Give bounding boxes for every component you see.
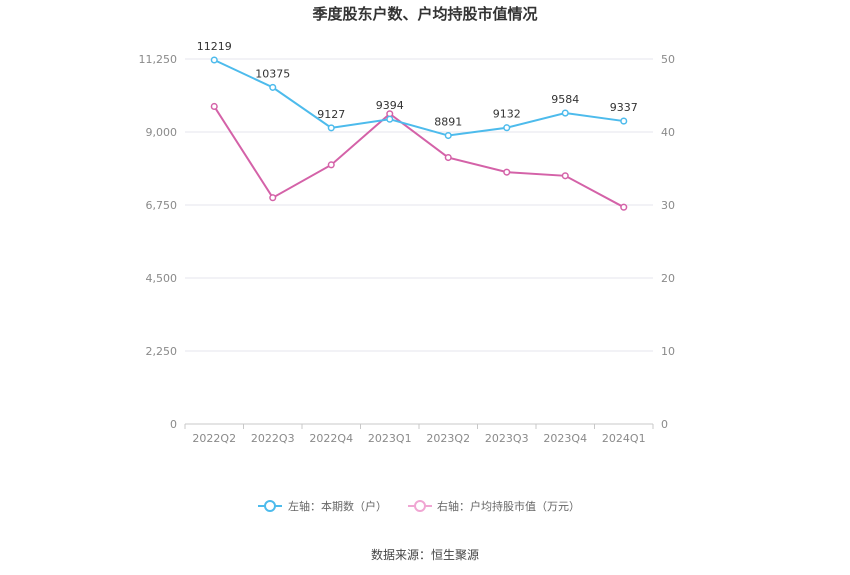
x-tick-label: 2023Q3 [485, 432, 529, 445]
x-tick-label: 2023Q2 [426, 432, 470, 445]
left-axis-ticks: 0 2,250 4,500 6,750 9,000 11,250 [139, 53, 178, 431]
chart-title: 季度股东户数、户均持股市值情况 [312, 5, 537, 23]
left-tick-label: 11,250 [139, 53, 178, 66]
source-note: 数据来源：恒生聚源 [371, 547, 479, 562]
data-point-right[interactable] [503, 168, 511, 176]
right-tick-label: 10 [661, 345, 675, 358]
x-axis-ticks: 2022Q2 2022Q3 2022Q4 2023Q1 2023Q2 2023Q3 2023… [184, 424, 654, 445]
left-tick-label: 4,500 [146, 272, 178, 285]
legend-marker-right-series [414, 500, 426, 512]
left-tick-label: 6,750 [146, 199, 178, 212]
data-point-right[interactable] [210, 102, 218, 110]
data-point-right[interactable] [444, 154, 452, 162]
x-tick-label: 2022Q4 [309, 432, 353, 445]
data-point-left[interactable] [386, 115, 394, 123]
right-tick-label: 40 [661, 126, 675, 139]
data-labels: 11219 10375 9127 9394 8891 9132 9584 9337 [197, 40, 638, 129]
x-tick-label: 2022Q2 [192, 432, 236, 445]
data-label: 9337 [610, 101, 638, 114]
right-tick-label: 0 [661, 418, 668, 431]
right-axis-ticks: 0 10 20 30 40 50 [661, 53, 675, 431]
data-point-left[interactable] [327, 124, 335, 132]
data-point-right[interactable] [327, 161, 335, 169]
legend-label-left-series: 左轴：本期数（户） [288, 499, 387, 513]
legend-item-left-series[interactable]: 左轴：本期数（户） [258, 499, 387, 513]
right-tick-label: 20 [661, 272, 675, 285]
left-tick-label: 0 [170, 418, 177, 431]
data-label: 9132 [493, 108, 521, 121]
series-line-left [213, 59, 624, 137]
data-label: 10375 [255, 67, 290, 80]
data-point-left[interactable] [620, 117, 628, 125]
x-tick-label: 2023Q1 [368, 432, 412, 445]
data-point-left[interactable] [269, 83, 277, 91]
left-tick-label: 2,250 [146, 345, 178, 358]
right-tick-label: 50 [661, 53, 675, 66]
data-label: 11219 [197, 40, 232, 53]
x-tick-label: 2024Q1 [602, 432, 646, 445]
data-point-left[interactable] [503, 124, 511, 132]
data-point-right[interactable] [269, 194, 277, 202]
series-layer [210, 56, 628, 211]
series-line-right [213, 105, 625, 209]
data-point-left[interactable] [210, 56, 218, 64]
legend[interactable]: 左轴：本期数（户） 右轴：户均持股市值（万元） [258, 499, 580, 513]
data-label: 8891 [434, 116, 462, 129]
left-tick-label: 9,000 [146, 126, 178, 139]
data-point-left[interactable] [561, 109, 569, 117]
legend-item-right-series[interactable]: 右轴：户均持股市值（万元） [408, 499, 580, 513]
data-label: 9584 [551, 93, 579, 106]
data-label: 9394 [376, 99, 404, 112]
legend-marker-left-series [264, 500, 276, 512]
data-point-left[interactable] [444, 131, 452, 140]
x-tick-label: 2022Q3 [251, 432, 295, 445]
data-point-right[interactable] [620, 203, 628, 211]
x-tick-label: 2023Q4 [543, 432, 587, 445]
data-label: 9127 [317, 108, 345, 121]
legend-label-right-series: 右轴：户均持股市值（万元） [437, 499, 580, 513]
data-point-right[interactable] [561, 172, 569, 180]
right-tick-label: 30 [661, 199, 675, 212]
grid-lines [185, 58, 653, 425]
